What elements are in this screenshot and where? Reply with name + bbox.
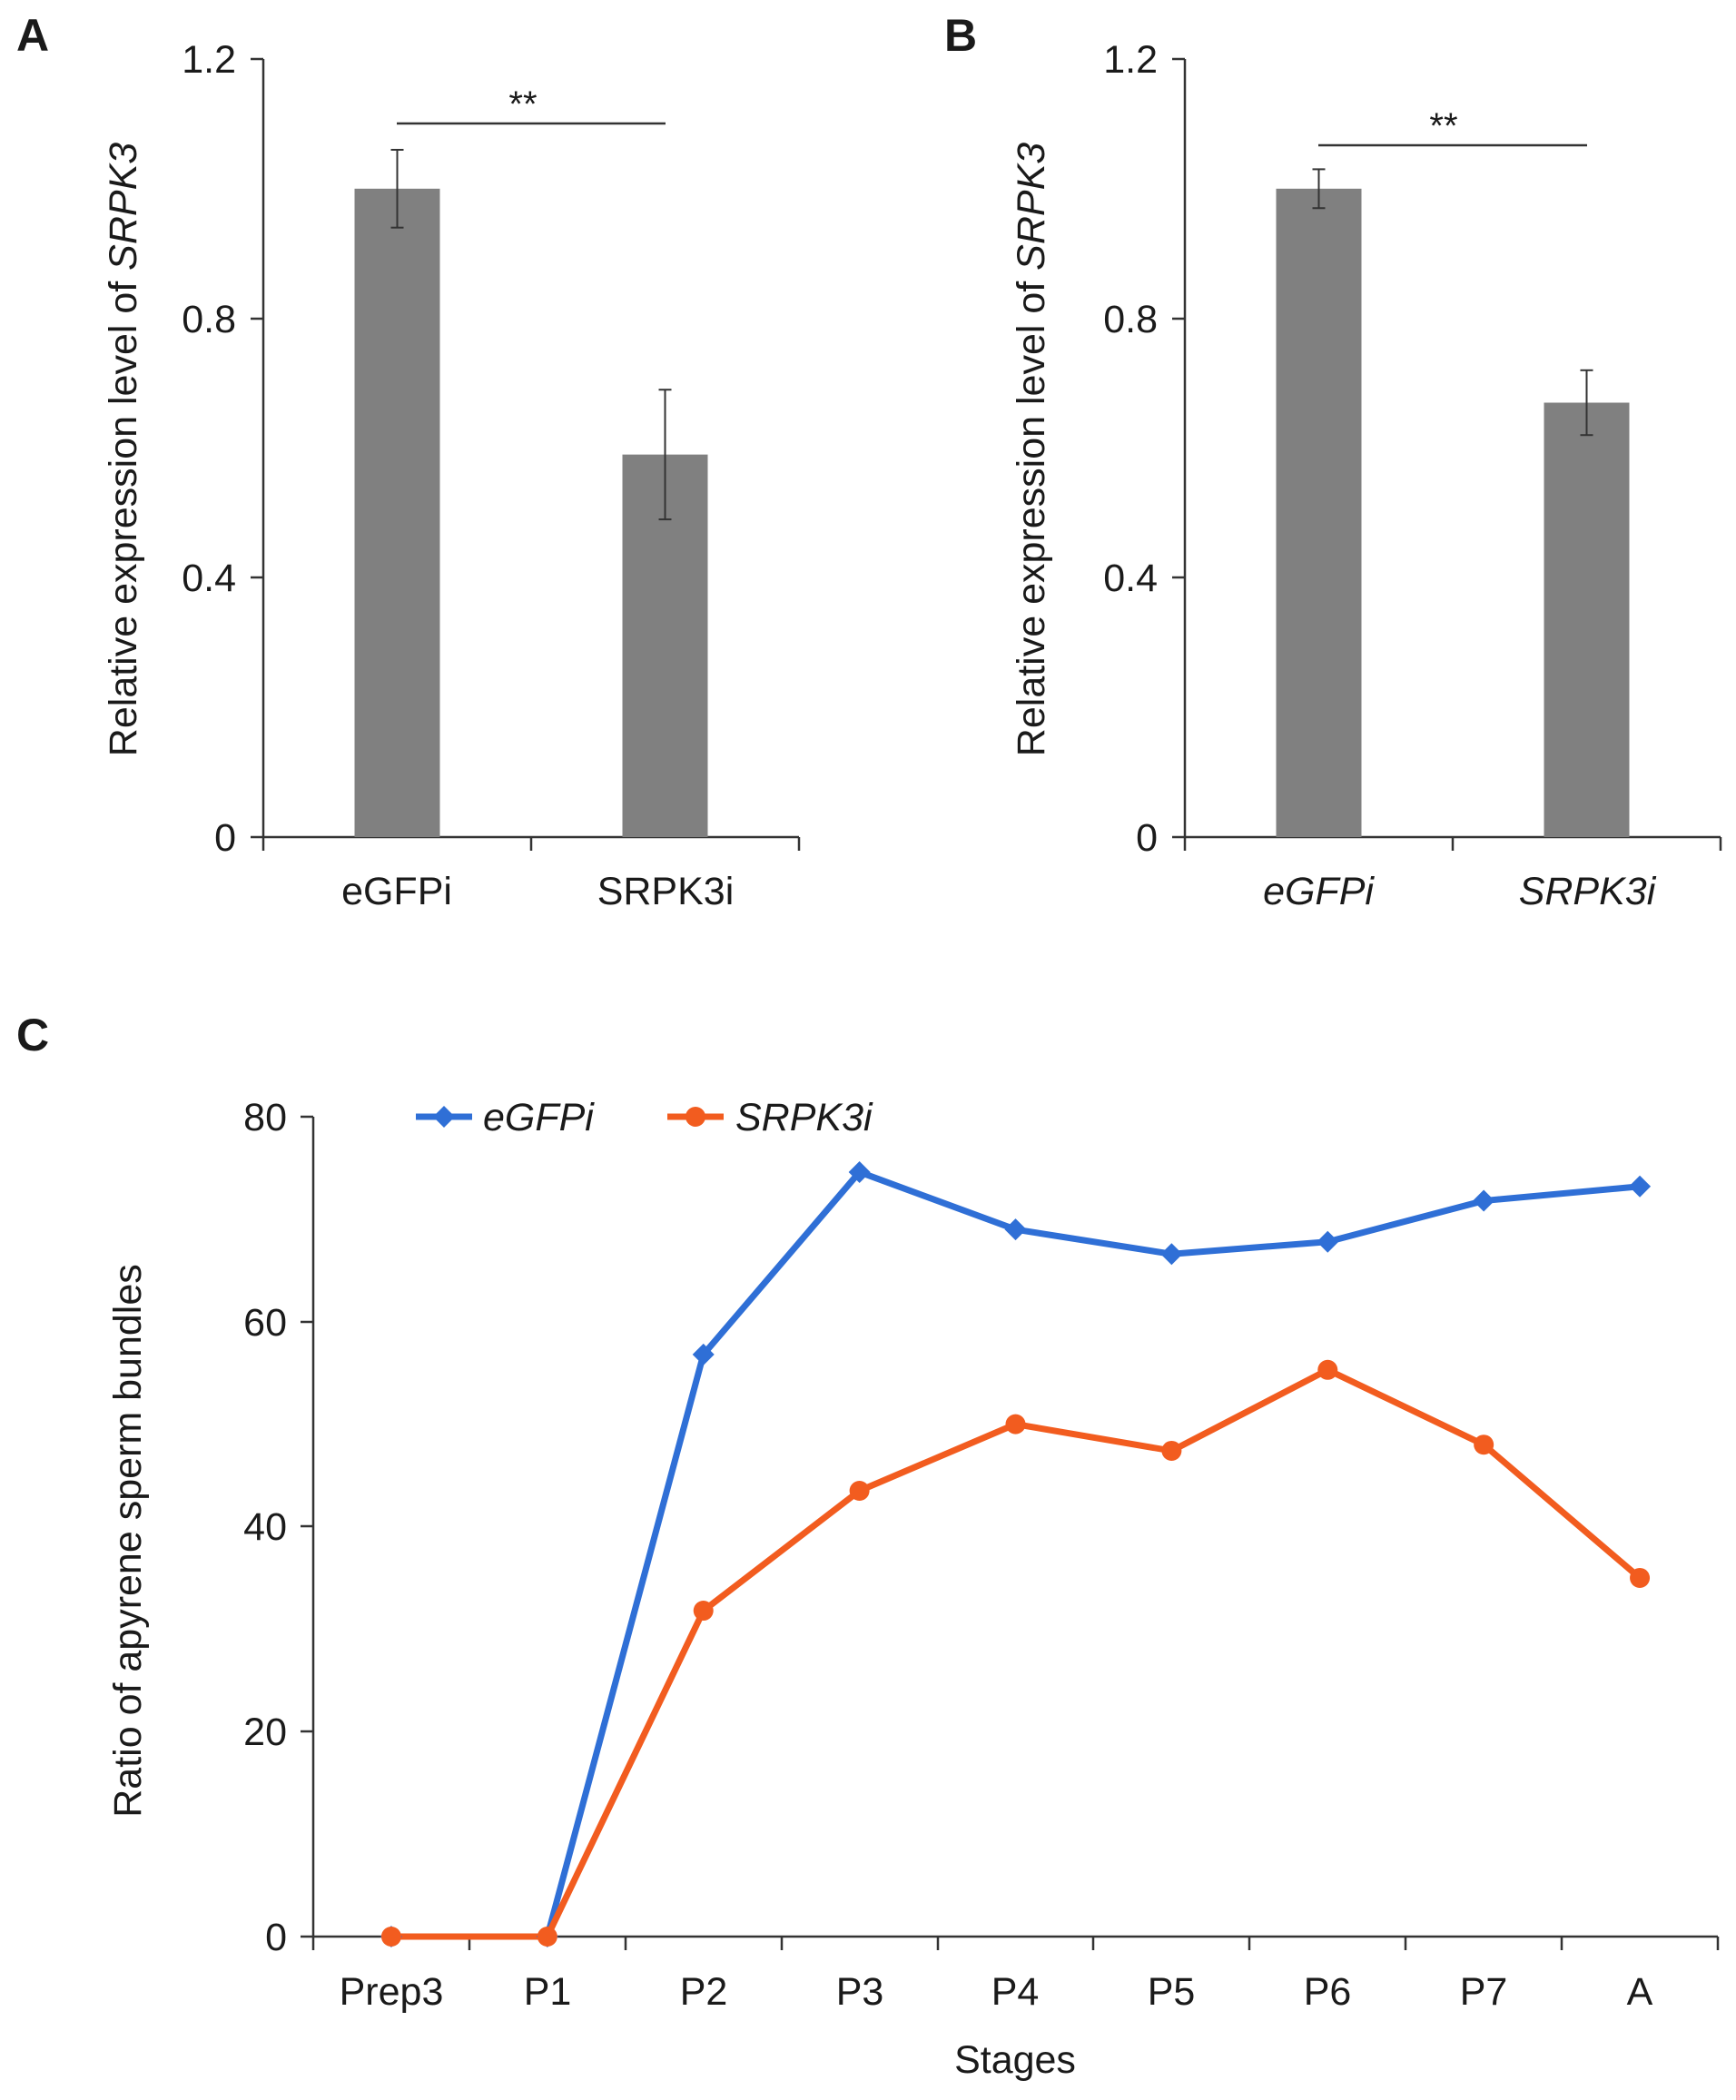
panel-c-x-ticks xyxy=(311,1937,1720,1950)
panel-b-y-tick-label: 0.8 xyxy=(1103,298,1158,341)
data-point-srpk3i xyxy=(849,1480,870,1501)
panel-c-category-labels: Prep3 P1 P2 P3 P4 P5 P6 P7 A xyxy=(340,1970,1653,2014)
panel-b-letter: B xyxy=(944,10,977,61)
panel-b-bar-srpk3i xyxy=(1544,402,1630,837)
panel-c-y-tick-label: 80 xyxy=(243,1096,287,1139)
data-point-srpk3i xyxy=(693,1601,714,1622)
panel-c-category-label: Prep3 xyxy=(340,1970,444,2014)
panel-a-y-tick-label: 0.4 xyxy=(182,557,236,600)
panel-b-y-tick-label: 1.2 xyxy=(1103,38,1158,82)
panel-a-y-axis-title: Relative expression level of SRPK3 xyxy=(102,143,145,756)
panel-a-y-tick-label: 1.2 xyxy=(182,38,236,82)
panel-b-y-ticks: 0 0.4 0.8 1.2 xyxy=(1103,38,1185,860)
series-line-srpk3i xyxy=(390,1366,1642,1940)
panel-a-y-tick-label: 0 xyxy=(214,816,236,860)
data-point-egfpi xyxy=(1629,1175,1652,1198)
panel-c-category-label: P1 xyxy=(524,1970,572,2014)
panel-b-category-label: eGFPi xyxy=(1263,870,1375,913)
panel-c-y-tick-label: 40 xyxy=(243,1505,287,1549)
data-point-egfpi xyxy=(1473,1189,1495,1212)
panel-c-y-tick-label: 0 xyxy=(265,1916,287,1959)
legend-label-egfpi: eGFPi xyxy=(483,1096,595,1139)
legend-label-srpk3i: SRPK3i xyxy=(735,1096,873,1139)
panel-a-error-bar-egfpi xyxy=(390,148,404,229)
panel-a-significance-label: ** xyxy=(508,84,537,124)
data-point-egfpi xyxy=(848,1160,871,1183)
panel-c-letter: C xyxy=(16,1010,49,1060)
panel-b-error-bar-egfpi xyxy=(1312,168,1326,210)
data-point-srpk3i xyxy=(380,1927,401,1947)
data-point-egfpi xyxy=(692,1343,715,1365)
data-point-egfpi xyxy=(1004,1218,1027,1241)
legend-item-egfpi: eGFPi xyxy=(416,1096,595,1139)
panel-a-letter: A xyxy=(16,10,49,61)
panel-c-category-label: P7 xyxy=(1460,1970,1508,2014)
panel-c: C Ratio of apyrene sperm bundles Stages … xyxy=(16,1010,1720,2082)
panel-a-category-label: eGFPi xyxy=(341,870,452,913)
panel-b-error-bar-srpk3i xyxy=(1580,369,1593,437)
panel-a: A Relative expression level of SRPK3 0 0… xyxy=(16,10,801,913)
panel-b-y-tick-label: 0.4 xyxy=(1103,557,1158,600)
panel-c-category-label: P3 xyxy=(836,1970,884,2014)
panel-b-category-label: SRPK3i xyxy=(1519,870,1657,913)
legend-marker-egfpi xyxy=(433,1106,455,1128)
panel-c-series xyxy=(380,1160,1652,1947)
legend-item-srpk3i: SRPK3i xyxy=(667,1096,873,1139)
data-point-srpk3i xyxy=(1630,1567,1651,1588)
data-point-srpk3i xyxy=(537,1927,557,1947)
panel-b-bar-egfpi xyxy=(1276,188,1362,838)
data-point-srpk3i xyxy=(1005,1414,1026,1435)
panel-a-y-ticks: 0 0.4 0.8 1.2 xyxy=(182,38,263,860)
data-point-srpk3i xyxy=(1317,1359,1338,1380)
panel-a-y-tick-label: 0.8 xyxy=(182,298,236,341)
data-point-srpk3i xyxy=(1474,1435,1494,1455)
panel-c-x-axis-title: Stages xyxy=(954,2038,1076,2082)
legend-marker-srpk3i xyxy=(686,1107,705,1127)
panel-c-y-tick-label: 60 xyxy=(243,1301,287,1345)
panel-c-y-ticks: 0 20 40 60 80 xyxy=(243,1096,313,1959)
panel-c-category-label: P2 xyxy=(680,1970,728,2014)
panel-c-legend: eGFPi SRPK3i xyxy=(416,1096,873,1139)
panel-b-significance-label: ** xyxy=(1429,106,1457,146)
data-point-egfpi xyxy=(1317,1230,1339,1253)
panel-a-error-bar-srpk3i xyxy=(658,389,672,521)
series-line-egfpi xyxy=(390,1168,1641,1940)
panel-c-category-label: A xyxy=(1627,1970,1653,2014)
panel-a-category-label: SRPK3i xyxy=(597,870,735,913)
data-point-srpk3i xyxy=(1161,1440,1182,1461)
panel-c-y-tick-label: 20 xyxy=(243,1711,287,1754)
panel-c-category-label: P5 xyxy=(1148,1970,1196,2014)
panel-c-category-label: P4 xyxy=(991,1970,1040,2014)
panel-c-y-axis-title: Ratio of apyrene sperm bundles xyxy=(106,1264,150,1818)
panel-c-category-label: P6 xyxy=(1304,1970,1352,2014)
panel-b: B Relative expression level of SRPK3 0 0… xyxy=(944,10,1722,913)
panel-a-bar-egfpi xyxy=(354,188,440,838)
data-point-egfpi xyxy=(1160,1243,1183,1266)
panel-b-y-tick-label: 0 xyxy=(1136,816,1158,860)
panel-b-y-axis-title: Relative expression level of SRPK3 xyxy=(1010,143,1053,756)
